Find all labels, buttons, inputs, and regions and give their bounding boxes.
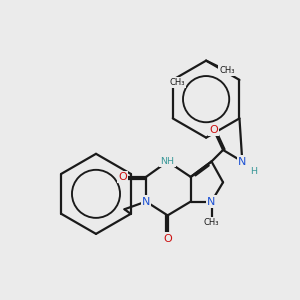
Text: O: O xyxy=(209,125,218,135)
Text: N: N xyxy=(238,157,247,166)
Text: CH₃: CH₃ xyxy=(204,218,219,227)
Text: CH₃: CH₃ xyxy=(169,78,184,87)
Text: N: N xyxy=(207,196,216,206)
Text: NH: NH xyxy=(160,157,175,166)
Text: H: H xyxy=(250,167,257,176)
Text: N: N xyxy=(142,196,150,206)
Text: O: O xyxy=(118,172,127,182)
Text: CH₃: CH₃ xyxy=(219,66,235,75)
Text: O: O xyxy=(163,233,172,244)
